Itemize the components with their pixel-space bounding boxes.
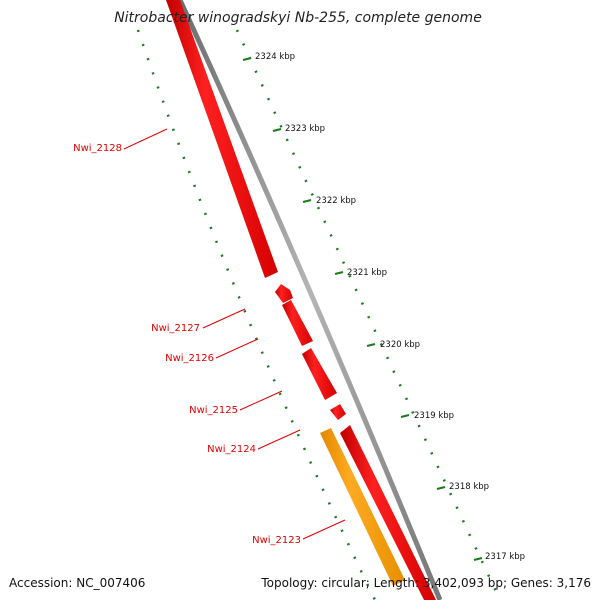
gene-feature-nwi-2128[interactable] [166,0,278,278]
gene-label-nwi-2124[interactable]: Nwi_2124 [207,444,256,455]
gene-label-nwi-2126[interactable]: Nwi_2126 [165,353,214,364]
tick-label: 2318 kbp [449,482,489,492]
genome-summary-text: Topology: circular; Length: 3,402,093 bp… [260,576,591,590]
gene-feature-nwi-2122[interactable] [340,425,436,600]
tick-2321: 2321 kbp [334,268,387,278]
gene-labels: Nwi_2128 Nwi_2127 Nwi_2126 Nwi_2125 Nwi_… [73,128,346,546]
tick-label: 2319 kbp [414,411,454,421]
tick-2322: 2322 kbp [302,196,356,206]
gene-track [166,0,436,600]
gene-feature-nwi-2124[interactable] [330,404,346,420]
map-title: Nitrobacter winogradskyi Nb-255, complet… [114,10,482,26]
tick-2323: 2323 kbp [272,124,325,134]
gene-label-nwi-2128[interactable]: Nwi_2128 [73,143,122,154]
gene-label-nwi-2125[interactable]: Nwi_2125 [189,405,238,416]
gene-feature-nwi-2125[interactable] [302,348,337,400]
gene-feature-nwi-2127[interactable] [275,284,293,303]
tick-2318: 2318 kbp [436,482,489,492]
tick-2320: 2320 kbp [366,340,420,350]
tick-label: 2324 kbp [255,52,295,62]
gene-feature-nwi-2123[interactable] [320,428,405,586]
tick-label: 2320 kbp [380,340,420,350]
gc-track-inner [136,29,377,600]
tick-label: 2322 kbp [316,196,356,206]
tick-label: 2323 kbp [285,124,325,134]
backbone-line [177,0,443,600]
tick-2319: 2319 kbp [400,411,454,421]
gene-label-nwi-2123[interactable]: Nwi_2123 [252,535,301,546]
coordinate-ticks: 2324 kbp 2323 kbp 2322 kbp 2321 kbp 2320… [242,52,525,562]
gene-label-nwi-2127[interactable]: Nwi_2127 [151,323,200,334]
accession-text: Accession: NC_007406 [9,576,145,590]
tick-2317: 2317 kbp [473,552,525,562]
tick-label: 2321 kbp [347,268,387,278]
tick-2324: 2324 kbp [242,52,295,62]
gene-feature-nwi-2126[interactable] [282,300,313,346]
tick-label: 2317 kbp [485,552,525,562]
